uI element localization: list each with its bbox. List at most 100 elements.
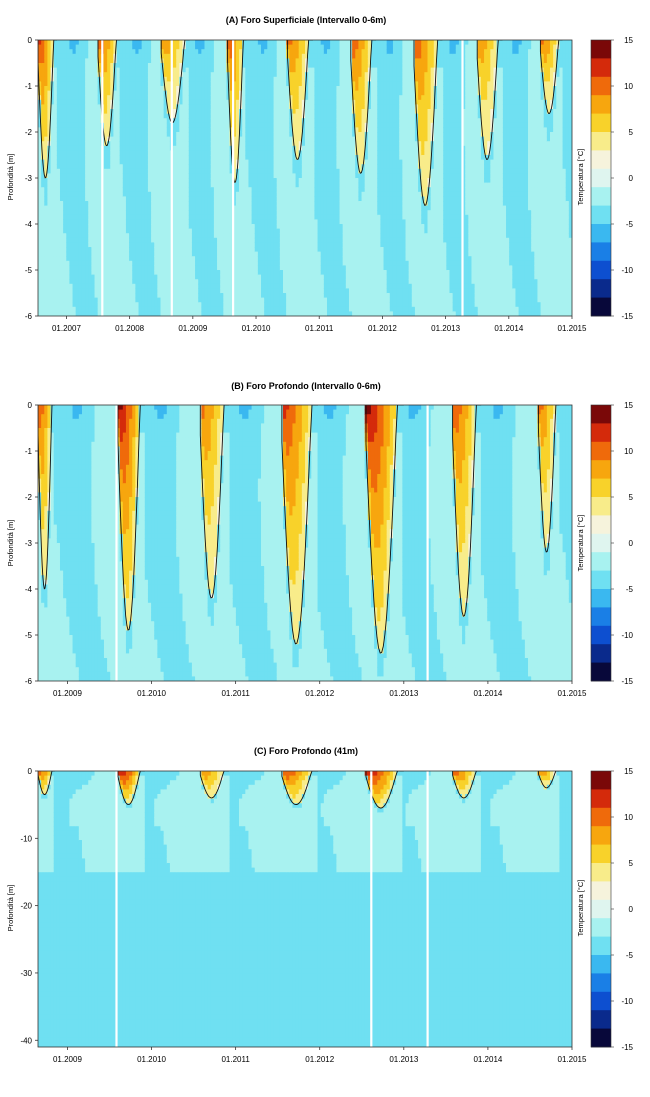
heatmap-cell	[223, 214, 228, 220]
heatmap-cell	[292, 76, 297, 82]
heatmap-cell	[201, 141, 206, 147]
heatmap-cell	[198, 228, 202, 234]
heatmap-cell	[176, 113, 180, 119]
heatmap-cell	[154, 182, 158, 188]
heatmap-cell	[223, 274, 228, 280]
heatmap-cell	[295, 251, 300, 257]
heatmap-cell	[119, 210, 124, 216]
heatmap-cell	[69, 127, 74, 133]
heatmap-cell	[295, 90, 300, 96]
heatmap-cell	[85, 279, 89, 285]
heatmap-cell	[78, 311, 83, 316]
heatmap-cell	[132, 182, 136, 188]
heatmap-cell	[207, 95, 212, 101]
heatmap-cell	[182, 178, 187, 184]
heatmap-cell	[163, 224, 168, 230]
heatmap-cell	[59, 81, 64, 87]
heatmap-cell	[267, 72, 272, 78]
heatmap-cell	[245, 58, 250, 64]
heatmap-cell	[72, 72, 77, 78]
heatmap-cell	[204, 247, 209, 253]
heatmap-cell	[261, 122, 265, 128]
heatmap-cell	[154, 40, 158, 46]
heatmap-cell	[154, 122, 158, 128]
heatmap-cell	[38, 256, 42, 262]
heatmap-cell	[220, 118, 224, 124]
heatmap-cell	[53, 311, 58, 316]
heatmap-cell	[53, 53, 58, 59]
heatmap-cell	[283, 224, 287, 230]
heatmap-cell	[217, 155, 221, 161]
heatmap-cell	[261, 256, 265, 262]
heatmap-cell	[232, 224, 237, 230]
heatmap-cell	[50, 302, 55, 308]
heatmap-cell	[119, 311, 124, 316]
heatmap-cell	[254, 265, 259, 271]
heatmap-cell	[276, 72, 281, 78]
heatmap-cell	[78, 196, 83, 202]
heatmap-cell	[220, 302, 224, 308]
heatmap-cell	[72, 81, 77, 87]
heatmap-cell	[41, 242, 45, 248]
heatmap-cell	[245, 265, 250, 271]
heatmap-cell	[132, 141, 136, 147]
heatmap-cell	[151, 67, 155, 73]
heatmap-cell	[113, 256, 118, 262]
heatmap-cell	[289, 81, 294, 87]
heatmap-cell	[267, 219, 272, 225]
heatmap-cell	[138, 159, 143, 165]
heatmap-cell	[267, 150, 272, 156]
heatmap-cell	[204, 127, 209, 133]
heatmap-cell	[132, 118, 136, 124]
heatmap-cell	[69, 274, 74, 280]
heatmap-cell	[66, 302, 71, 308]
heatmap-cell	[295, 306, 300, 312]
heatmap-cell	[91, 136, 96, 142]
heatmap-cell	[138, 72, 143, 78]
heatmap-cell	[110, 49, 114, 55]
heatmap-cell	[220, 136, 224, 142]
heatmap-cell	[47, 237, 52, 243]
heatmap-cell	[179, 265, 184, 271]
heatmap-cell	[273, 58, 278, 64]
heatmap-cell	[195, 201, 199, 207]
heatmap-cell	[176, 205, 180, 211]
heatmap-cell	[50, 288, 55, 294]
heatmap-cell	[257, 150, 262, 156]
heatmap-cell	[78, 247, 83, 253]
heatmap-cell	[289, 155, 294, 161]
heatmap-cell	[41, 201, 45, 207]
heatmap-cell	[276, 233, 281, 239]
heatmap-cell	[289, 270, 294, 276]
heatmap-cell	[113, 274, 118, 280]
heatmap-cell	[295, 40, 300, 46]
heatmap-cell	[135, 178, 140, 184]
heatmap-cell	[138, 288, 143, 294]
heatmap-cell	[289, 127, 294, 133]
heatmap-cell	[229, 90, 234, 96]
heatmap-cell	[41, 260, 45, 266]
heatmap-cell	[119, 76, 124, 82]
heatmap-cell	[81, 274, 86, 280]
heatmap-cell	[56, 297, 61, 303]
heatmap-cell	[264, 302, 268, 308]
heatmap-cell	[44, 279, 49, 285]
heatmap-cell	[141, 283, 146, 289]
heatmap-cell	[201, 104, 206, 110]
heatmap-cell	[223, 302, 228, 308]
heatmap-cell	[210, 58, 215, 64]
heatmap-cell	[135, 118, 140, 124]
heatmap-cell	[69, 228, 74, 234]
heatmap-cell	[198, 293, 202, 299]
heatmap-cell	[122, 205, 127, 211]
heatmap-cell	[245, 247, 250, 253]
heatmap-cell	[248, 187, 253, 193]
heatmap-cell	[204, 293, 209, 299]
heatmap-cell	[286, 132, 290, 138]
heatmap-cell	[85, 90, 89, 96]
heatmap-cell	[154, 214, 158, 220]
heatmap-cell	[254, 86, 259, 92]
heatmap-cell	[245, 205, 250, 211]
heatmap-cell	[122, 247, 127, 253]
heatmap-cell	[254, 260, 259, 266]
